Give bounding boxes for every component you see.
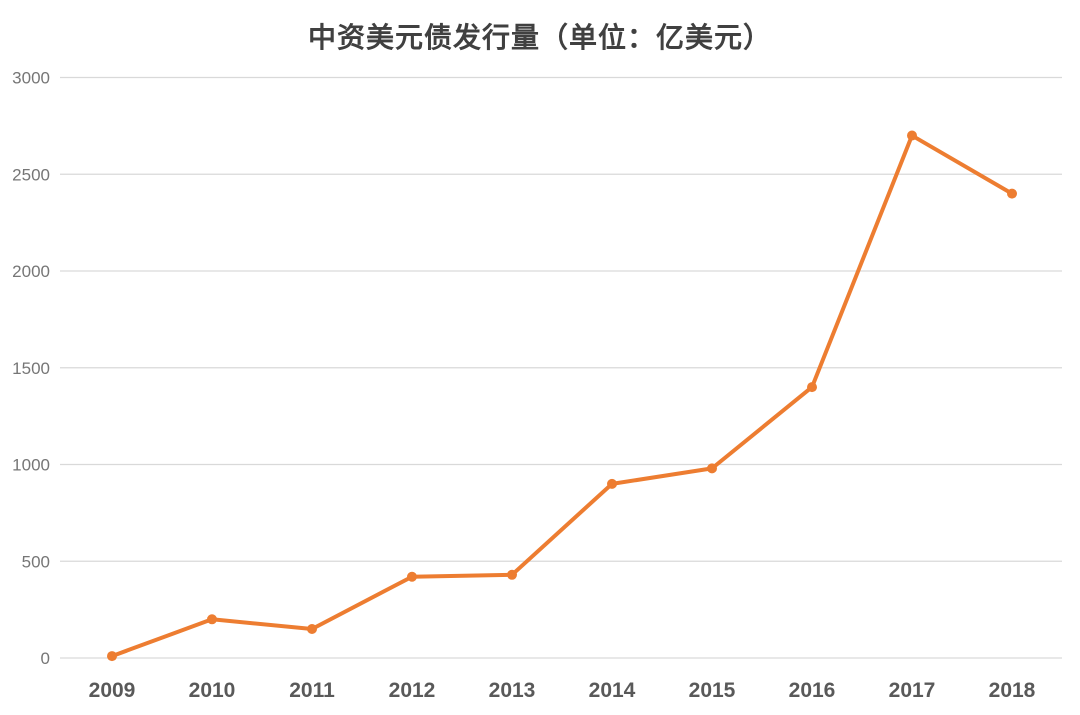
x-tick-label: 2017	[889, 679, 936, 702]
x-tick-label: 2011	[289, 679, 335, 702]
x-tick-label: 2010	[189, 679, 236, 702]
data-point-marker	[207, 614, 217, 625]
chart-title: 中资美元债发行量（单位：亿美元）	[307, 22, 772, 53]
data-point-marker	[907, 130, 917, 141]
y-tick-label: 3000	[12, 69, 50, 88]
x-tick-label: 2016	[789, 679, 836, 702]
data-point-marker	[107, 651, 117, 662]
data-point-marker	[307, 623, 317, 634]
y-tick-label: 2500	[12, 165, 50, 184]
y-tick-label: 0	[41, 649, 50, 668]
y-tick-label: 500	[22, 552, 50, 571]
data-point-marker	[607, 478, 617, 489]
data-point-marker	[707, 463, 717, 474]
data-point-marker	[407, 571, 417, 582]
x-tick-label: 2018	[989, 679, 1036, 702]
x-tick-label: 2015	[689, 679, 736, 702]
x-tick-label: 2012	[389, 679, 436, 702]
y-tick-label: 1000	[12, 456, 50, 475]
data-point-marker	[507, 569, 517, 580]
data-point-marker	[1007, 188, 1017, 199]
data-point-marker	[807, 382, 817, 393]
x-tick-label: 2013	[489, 679, 536, 702]
data-line	[110, 133, 1014, 659]
y-tick-label: 2000	[12, 262, 50, 281]
y-tick-label: 1500	[12, 359, 50, 378]
x-tick-label: 2009	[89, 679, 136, 702]
x-tick-label: 2014	[589, 679, 636, 702]
